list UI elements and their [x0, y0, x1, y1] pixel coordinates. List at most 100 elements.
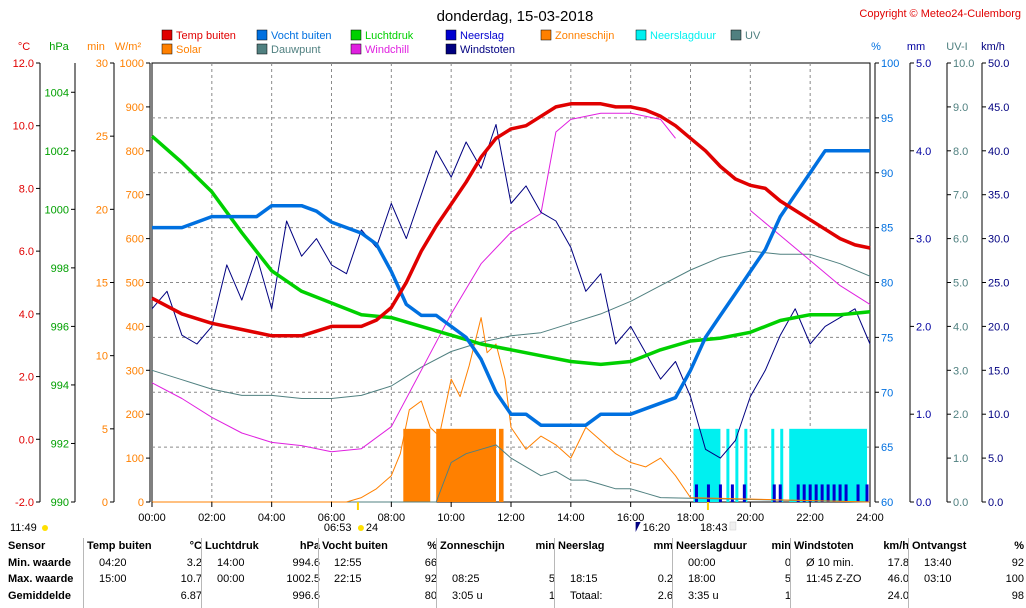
x-tick-label: 10:00: [437, 512, 465, 524]
legend-item-windstoten: Windstoten: [445, 43, 515, 56]
uv-tick-label: 2.0: [953, 409, 968, 421]
legend-swatch: [256, 29, 268, 41]
windstoten-line: [151, 124, 871, 459]
stats-col-luchtdruk: Luchtdruk hPa 14:00 994.6 00:00 1002.5 996.6: [205, 538, 320, 608]
uv-tick-label: 1.0: [953, 453, 968, 465]
neerslag-bar: [808, 484, 812, 502]
stats-separator: [436, 538, 437, 608]
sunmin-tick-label: 5: [102, 424, 108, 436]
stats-cell: 12:55 66: [334, 556, 437, 569]
end-time-label: 18:43: [700, 522, 728, 534]
sunmin-tick-label: 20: [96, 204, 108, 216]
legend-swatch: [635, 29, 647, 41]
uv-axis: UV-I 10.0 9.0 8.0 7.0 6.0 5.0 4.0 3.0 2.0 1.0 0.0: [946, 41, 974, 509]
humidity-tick-label: 65: [881, 442, 893, 454]
temp-tick-label: 10.0: [13, 121, 34, 133]
stats-row-labels: Sensor Min. waarde Max. waarde Gemiddelde: [8, 538, 86, 608]
legend-item-neerslagduur: Neerslagduur: [635, 29, 716, 42]
solar-axis-unit: W/m²: [115, 41, 142, 53]
neerslag-bar: [856, 484, 860, 502]
stats-cell: [440, 555, 555, 572]
neerslag-bar: [802, 484, 806, 502]
uv-tick-label: 5.0: [953, 278, 968, 290]
legend-label: Dauwpunt: [271, 44, 321, 56]
x-tick-label: 16:00: [617, 512, 645, 524]
sunrise-icon: [357, 525, 364, 531]
stats-cell: 11:45 Z-ZO 46.0: [806, 573, 909, 585]
solar-tick-label: 1000: [120, 58, 144, 70]
x-tick-label: 14:00: [557, 512, 585, 524]
legend-item-zonneschijn: Zonneschijn: [540, 29, 614, 42]
sunmin-axis-unit: min: [87, 41, 105, 53]
stats-cell: 80: [424, 589, 437, 602]
rain-tick-label: 2.0: [916, 321, 931, 333]
legend-swatch: [350, 29, 362, 41]
x-tick-label: 18:00: [677, 512, 705, 524]
temp-tick-label: 8.0: [19, 183, 34, 195]
legend-item-windchill: Windchill: [350, 43, 409, 56]
uv-line: [152, 444, 871, 503]
x-tick-label: 08:00: [378, 512, 406, 524]
solar-tick-label: 300: [126, 365, 144, 377]
legend-item-dauwpunt: Dauwpunt: [256, 43, 321, 56]
x-tick-label: 22:00: [796, 512, 824, 524]
stats-cell: 03:10 100: [924, 573, 1024, 585]
stats-col-windstoten: Windstoten km/h Ø 10 min. 17.8 11:45 Z-ZO 46.…: [794, 538, 909, 608]
stats-row-label: Gemiddelde: [8, 589, 71, 602]
x-tick-label: 04:00: [258, 512, 286, 524]
neerslagduur-bar: [744, 428, 748, 502]
neerslag-bar: [844, 484, 848, 502]
humidity-axis: %100 95 90 85 80 75 70 65 60: [871, 41, 899, 509]
time-labels: 11:49 06:53 24 16:20 18:43: [10, 502, 737, 534]
rain-tick-label: 4.0: [916, 146, 931, 158]
legend-swatch: [350, 43, 362, 55]
neerslagduur-bar: [771, 428, 775, 502]
stats-col-header: Windstoten km/h: [794, 540, 909, 552]
neerslag-bar: [796, 484, 800, 502]
neerslag-bar: [772, 484, 776, 502]
solar-tick-label: 100: [126, 453, 144, 465]
dauwpunt-line: [151, 250, 871, 399]
stats-cell: 00:00 1002.5: [217, 573, 320, 585]
legend-label: Neerslag: [460, 30, 504, 42]
windchill-line: [151, 112, 871, 453]
sunrise-value: 24: [366, 522, 378, 534]
neerslag-bar: [826, 484, 830, 502]
x-tick-label: 02:00: [198, 512, 226, 524]
legend-item-neerslag: Neerslag: [445, 29, 504, 42]
stats-cell: 24.0: [887, 589, 909, 602]
stats-separator: [201, 538, 202, 608]
wind-tick-label: 30.0: [988, 234, 1009, 246]
neerslag-bar: [814, 484, 818, 502]
stats-row-label: Max. waarde: [8, 573, 74, 585]
stats-cell: 08:25 5: [452, 573, 555, 585]
legend-swatch: [161, 43, 173, 55]
moon-icon: [635, 522, 641, 532]
legend-label: Luchtdruk: [365, 30, 414, 42]
legend-swatch: [445, 29, 457, 41]
neerslag-bar: [694, 484, 698, 502]
wind-tick-label: 20.0: [988, 321, 1009, 333]
neerslag-bar: [730, 484, 734, 502]
stats-cell: 15:00 10.7: [99, 573, 202, 585]
stats-cell: [558, 555, 673, 572]
humidity-tick-label: 75: [881, 332, 893, 344]
solar-tick-label: 200: [126, 409, 144, 421]
uv-axis-unit: UV-I: [946, 41, 967, 53]
temp-tick-label: -2.0: [15, 497, 34, 509]
stats-col-header: Ontvangst%: [912, 540, 1024, 552]
stats-separator: [318, 538, 319, 608]
moon-phase-icon: [729, 521, 737, 531]
temp-tick-label: 2.0: [19, 372, 34, 384]
stats-table: Sensor Min. waarde Max. waarde Gemiddelde Te…: [0, 538, 1026, 608]
stats-separator: [790, 538, 791, 608]
legend-label: Zonneschijn: [555, 30, 614, 42]
rain-tick-label: 0.0: [916, 497, 931, 509]
stats-separator: [83, 538, 84, 608]
sunrise-time-label: 06:53: [324, 522, 352, 534]
zonneschijn-bar: [436, 428, 497, 502]
neerslag-bar: [832, 484, 836, 502]
